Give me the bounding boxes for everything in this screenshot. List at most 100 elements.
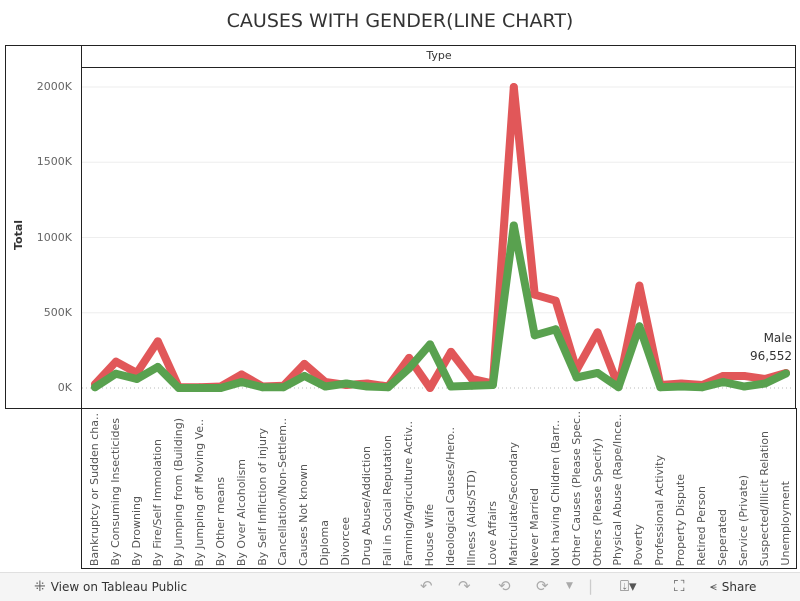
data-point[interactable] <box>635 322 644 331</box>
column-header: Type <box>81 45 796 68</box>
x-tick-label: Matriculate/Secondary <box>506 442 520 566</box>
redo-icon[interactable]: ↷ <box>458 577 471 595</box>
data-point[interactable] <box>698 383 707 392</box>
data-point[interactable] <box>719 371 728 380</box>
data-point[interactable] <box>488 380 497 389</box>
y-tick-label: 1500K <box>36 155 72 169</box>
fullscreen-icon[interactable]: ⛶ <box>674 577 685 595</box>
data-point[interactable] <box>405 353 414 362</box>
data-point[interactable] <box>132 374 141 383</box>
x-tick-label: Not having Children (Barr.. <box>548 419 562 566</box>
data-point[interactable] <box>405 364 414 373</box>
tableau-logo-icon: ⁜ <box>34 579 46 595</box>
x-tick-label: Unemployment <box>779 481 792 566</box>
divider: | <box>588 577 594 595</box>
y-axis-line <box>81 67 82 408</box>
x-tick-label: Service (Private) <box>737 474 751 566</box>
data-point[interactable] <box>530 331 539 340</box>
revert-icon[interactable]: ⟲ <box>498 577 511 595</box>
data-point[interactable] <box>300 371 309 380</box>
data-point[interactable] <box>195 384 204 392</box>
data-point[interactable] <box>446 347 455 356</box>
data-point[interactable] <box>111 369 120 378</box>
data-point[interactable] <box>426 384 435 392</box>
x-tick-label: By Over Alcoholism <box>234 458 248 566</box>
data-point[interactable] <box>467 381 476 390</box>
data-point[interactable] <box>91 383 99 392</box>
data-point[interactable] <box>258 383 267 392</box>
data-point[interactable] <box>551 325 560 334</box>
x-tick-label: Fall in Social Reputation <box>381 434 395 566</box>
male-line[interactable] <box>91 221 790 392</box>
x-tick-label: By Jumping off Moving Ve.. <box>192 418 206 566</box>
x-tick-label: Others (Please Specify) <box>590 437 604 566</box>
y-tick-label: 1000K <box>36 230 72 244</box>
y-tick-label: 2000K <box>36 80 72 93</box>
data-point[interactable] <box>572 373 581 382</box>
x-tick-label: By Jumping from (Building) <box>171 417 185 566</box>
data-point[interactable] <box>216 384 225 392</box>
data-point[interactable] <box>342 379 351 388</box>
data-point[interactable] <box>363 382 372 391</box>
x-tick-label: Farming/Agriculture Activ.. <box>402 420 416 566</box>
x-tick-label: By Drowning <box>129 495 143 566</box>
x-tick-label: Diploma <box>318 520 332 566</box>
data-point[interactable] <box>467 374 476 383</box>
data-point[interactable] <box>153 362 162 371</box>
data-point[interactable] <box>446 382 455 391</box>
data-point[interactable] <box>509 83 518 91</box>
x-axis-labels: Bankruptcy or Sudden cha.. By Consuming I… <box>81 408 797 569</box>
data-point[interactable] <box>740 371 749 380</box>
x-tick-label: Ideological Causes/Hero.. <box>443 426 457 566</box>
data-point[interactable] <box>593 328 602 337</box>
data-point[interactable] <box>426 340 435 349</box>
data-point[interactable] <box>174 384 183 392</box>
chart-title: CAUSES WITH GENDER(LINE CHART) <box>226 10 574 32</box>
x-tick-label: House Wife <box>423 503 437 566</box>
view-on-tableau-button[interactable]: ⁜ View on Tableau Public <box>34 579 187 595</box>
refresh-icon[interactable]: ⟳ <box>536 577 549 595</box>
data-point[interactable] <box>677 382 686 391</box>
data-point[interactable] <box>635 281 644 290</box>
share-icon: ⪪ <box>710 579 717 593</box>
data-point[interactable] <box>614 383 623 392</box>
line-chart[interactable] <box>0 0 800 410</box>
data-point[interactable] <box>321 382 330 391</box>
chevron-down-icon[interactable]: ▼ <box>566 581 573 591</box>
tableau-toolbar: ⁜ View on Tableau Public ↶ ↷ ⟲ ⟳ ▼ | ⍗▾ … <box>0 572 800 601</box>
male-end-label: Male 96,552 <box>750 329 792 365</box>
view-on-tableau-label: View on Tableau Public <box>50 580 188 594</box>
data-point[interactable] <box>551 296 560 305</box>
data-point[interactable] <box>237 377 246 386</box>
data-point[interactable] <box>782 369 790 378</box>
y-tick-label: 0K <box>57 381 72 394</box>
x-tick-label: Divorcee <box>339 517 353 566</box>
x-tick-label: Seperated <box>716 509 730 566</box>
x-tick-label: By Self Infliction of injury <box>255 428 269 566</box>
x-tick-label: Poverty <box>632 524 646 566</box>
data-point[interactable] <box>740 382 749 391</box>
share-button[interactable]: ⪪ Share <box>710 579 756 594</box>
data-point[interactable] <box>530 290 539 299</box>
data-point[interactable] <box>384 383 393 392</box>
download-icon[interactable]: ⍗▾ <box>620 577 637 595</box>
data-point[interactable] <box>153 337 162 346</box>
data-point[interactable] <box>719 377 728 386</box>
data-point[interactable] <box>656 383 665 392</box>
x-tick-label: Suspected/Illicit Relation <box>758 430 772 566</box>
data-point[interactable] <box>509 221 518 230</box>
x-tick-label: Property Dispute <box>674 473 688 566</box>
data-point[interactable] <box>593 368 602 377</box>
x-tick-label: Other Causes (Please Spec.. <box>569 410 583 566</box>
x-tick-label: Physical Abuse (Rape/Ince.. <box>611 414 625 566</box>
data-point[interactable] <box>111 357 120 366</box>
undo-icon[interactable]: ↶ <box>420 577 433 595</box>
data-point[interactable] <box>279 383 288 392</box>
x-tick-label: By Other means <box>213 476 227 566</box>
data-point[interactable] <box>761 379 770 388</box>
chart-frame <box>5 45 796 409</box>
x-tick-label: Never Married <box>527 487 541 566</box>
data-point[interactable] <box>237 370 246 379</box>
annotation-series: Male <box>763 331 792 345</box>
data-point[interactable] <box>300 359 309 368</box>
